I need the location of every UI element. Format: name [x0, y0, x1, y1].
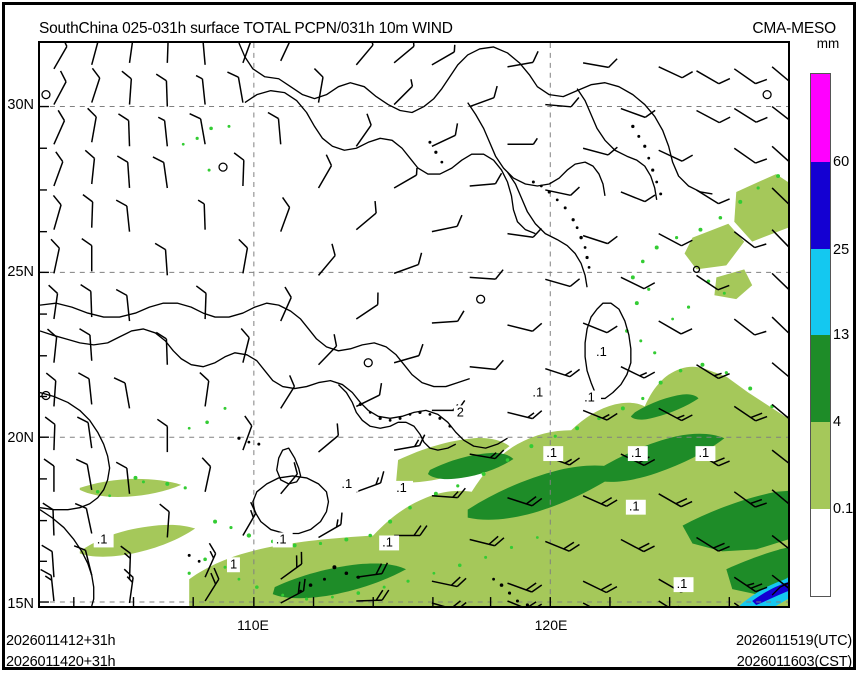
precip-value-label: .1 [532, 384, 543, 399]
precip-value-label: .1 [631, 445, 642, 460]
lon-label-110e: 110E [237, 617, 269, 633]
colorbar-segment [811, 249, 830, 335]
label-backdrop [529, 385, 550, 401]
label-backdrop [272, 532, 293, 548]
precip-value-label: 1 [230, 556, 237, 571]
label-backdrop [627, 446, 648, 462]
colorbar-segment [811, 162, 830, 249]
colorbar-tick-4: 4 [833, 414, 842, 430]
label-backdrop [227, 557, 240, 573]
precip-value-label: .1 [629, 499, 640, 514]
lat-label-25n: 25N [7, 264, 34, 280]
colorbar-segment [811, 335, 830, 422]
label-backdrop [625, 499, 646, 515]
station-markers [41, 90, 772, 401]
map-canvas: 2 .1 .1 .1 .1 .1 .1 .1 .1 1 .1 .1 .1 .1 .1 [40, 43, 788, 606]
coastlines [40, 43, 788, 606]
precip-value-label: .1 [97, 531, 108, 546]
label-backdrop [543, 446, 564, 462]
grid-lines [40, 43, 788, 606]
footer-init-utc: 2026011412+31h [6, 633, 116, 649]
colorbar-segment [811, 422, 830, 509]
footer-valid-cst: 2026011603(CST) [736, 654, 852, 670]
footer-init-cst: 2026011420+31h [6, 654, 116, 670]
label-backdrop [393, 480, 414, 496]
label-backdrop [93, 532, 114, 548]
lon-label-120e: 120E [534, 617, 568, 633]
label-backdrop [379, 535, 400, 551]
precip-value-label: .1 [677, 576, 688, 591]
precip-value-label: .1 [276, 531, 287, 546]
page-title: SouthChina 025-031h surface TOTAL PCPN/0… [39, 20, 453, 37]
colorbar-tick-13: 13 [833, 327, 850, 343]
axis-ticks [40, 105, 731, 606]
precip-value-label: .1 [382, 534, 393, 549]
colorbar-unit-label: mm [816, 36, 840, 51]
precip-value-labels: 2 .1 .1 .1 .1 .1 .1 .1 .1 1 .1 .1 .1 .1 .1 [93, 344, 716, 593]
precip-value-label: .1 [698, 445, 709, 460]
label-backdrop [581, 390, 601, 406]
colorbar-tick-60: 60 [833, 154, 850, 170]
precip-shading [79, 124, 788, 606]
precip-value-label: .1 [341, 476, 352, 491]
model-label: CMA-MESO [752, 20, 836, 37]
precip-value-label: .1 [396, 480, 407, 495]
label-backdrop [695, 446, 716, 462]
lat-label-20n: 20N [7, 430, 34, 446]
colorbar-tick-01: 0.1 [833, 501, 854, 517]
label-backdrop [338, 476, 359, 492]
colorbar-segment [811, 74, 830, 162]
label-backdrop [673, 577, 694, 593]
colorbar-tick-25: 25 [833, 242, 850, 258]
colorbar-segment [811, 509, 830, 596]
precip-value-label: .1 [584, 389, 595, 404]
colorbar[interactable] [810, 73, 831, 597]
label-backdrop [453, 405, 467, 421]
lat-label-15n: 15N [7, 596, 34, 612]
footer-valid-utc: 2026011519(UTC) [735, 633, 852, 649]
precip-value-label: 2 [457, 404, 464, 419]
label-backdrop [593, 344, 613, 360]
lat-label-30n: 30N [7, 97, 34, 113]
precip-value-label: .1 [596, 344, 607, 359]
precip-value-label: .1 [546, 445, 557, 460]
map-panel[interactable]: 2 .1 .1 .1 .1 .1 .1 .1 .1 1 .1 .1 .1 .1 .1 [38, 41, 790, 608]
coast-stipple [187, 124, 663, 606]
